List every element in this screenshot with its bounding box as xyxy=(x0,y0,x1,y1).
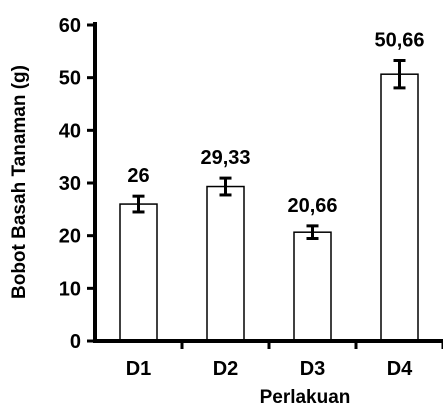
x-tick-label: D3 xyxy=(300,358,326,380)
y-tick-label: 60 xyxy=(59,15,81,37)
y-tick-label: 0 xyxy=(70,331,81,353)
data-label: 20,66 xyxy=(287,195,337,217)
y-tick-label: 20 xyxy=(59,226,81,248)
data-label: 50,66 xyxy=(374,29,424,51)
bar xyxy=(119,203,158,342)
y-tick-label: 30 xyxy=(59,173,81,195)
data-label: 29,33 xyxy=(200,147,250,169)
x-tick-label: D4 xyxy=(387,358,413,380)
bar xyxy=(293,231,332,342)
bar xyxy=(380,73,419,342)
x-tick-label: D1 xyxy=(126,358,152,380)
plot-area: 0 10 20 30 40 50 60 26 D1 29,33 D2 20,66 D3 50,66 D4 xyxy=(59,15,443,380)
bar xyxy=(206,185,245,342)
y-tick-label: 40 xyxy=(59,120,81,142)
data-label: 26 xyxy=(127,165,149,187)
y-tick-label: 10 xyxy=(59,278,81,300)
y-tick-label: 50 xyxy=(59,68,81,90)
x-axis-title: Perlakuan xyxy=(260,387,351,408)
x-tick-label: D2 xyxy=(213,358,239,380)
y-axis-title: Bobot Basah Tanaman (g) xyxy=(9,65,30,299)
